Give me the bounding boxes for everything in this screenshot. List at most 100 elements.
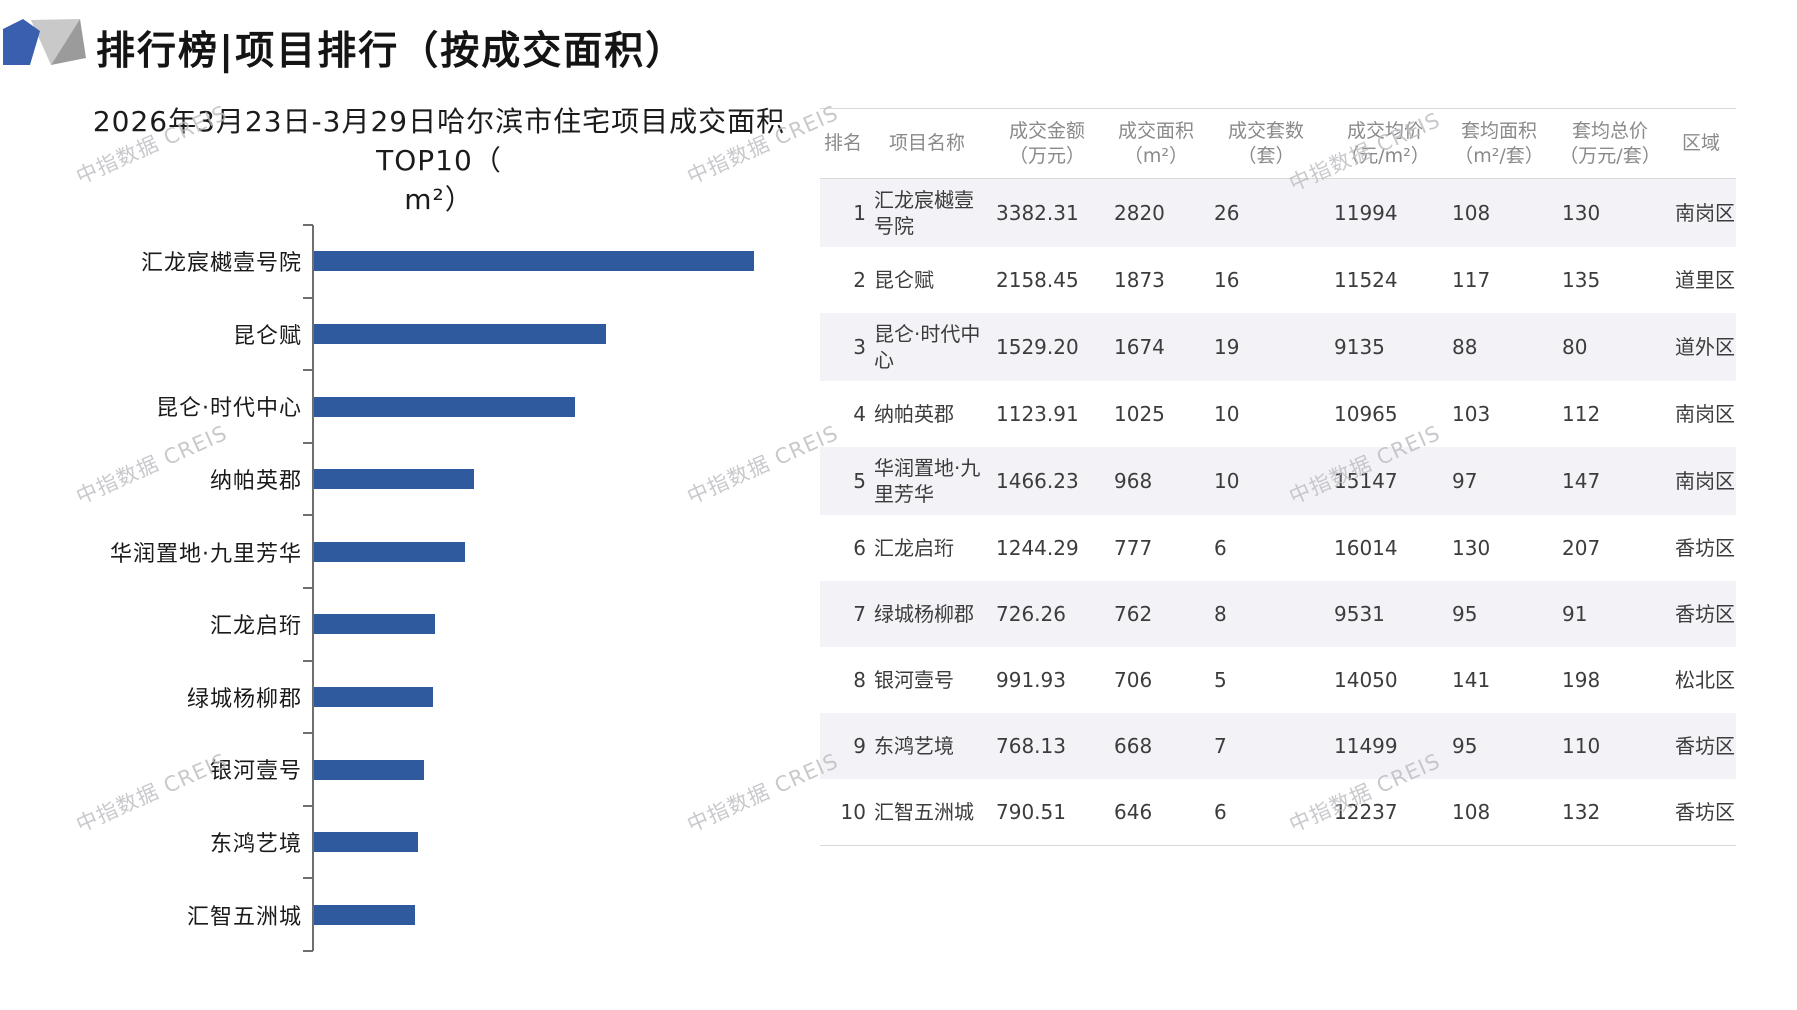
area-cell: 777 (1114, 536, 1153, 560)
avg-price-cell: 9531 (1334, 602, 1385, 626)
district-cell: 南岗区 (1675, 201, 1735, 225)
district-cell: 香坊区 (1675, 799, 1735, 824)
area-cell: 1873 (1114, 268, 1165, 292)
rank-cell: 5 (853, 469, 866, 493)
axis-tick (303, 732, 313, 735)
bar-category-label: 汇龙启珩 (209, 614, 302, 640)
area-cell: 668 (1114, 734, 1153, 758)
bar (314, 396, 575, 417)
avg-price-cell: 10965 (1334, 402, 1398, 426)
avg-total-cell: 147 (1562, 469, 1601, 493)
amount-cell: 3382.31 (996, 201, 1079, 225)
avg-total-cell: 135 (1562, 268, 1601, 292)
avg-price-cell: 11499 (1334, 734, 1398, 758)
ranking-table: 排名 项目名称 成交金额 （万元） 成交面积 （m²） 成交套数 （套） 成交均价 （元/m²） 套… (820, 108, 1736, 846)
bar-chart: 汇龙宸樾壹号院 昆仑赋 昆仑·时代中心 纳帕英郡 华润置地·九里芳华 汇龙启珩 绿城杨柳郡银… (0, 224, 830, 952)
units-cell: 6 (1214, 536, 1227, 560)
avg-total-cell: 130 (1562, 201, 1601, 225)
column-header: 成交均价 （元/m²） (1340, 119, 1430, 167)
axis-tick (303, 296, 313, 299)
rank-cell: 6 (853, 536, 866, 560)
district-cell: 道外区 (1675, 335, 1735, 359)
column-header: 成交金额 （万元） (1008, 119, 1085, 167)
axis-tick (303, 587, 313, 589)
avg-total-cell: 207 (1562, 536, 1601, 560)
amount-cell: 1466.23 (996, 469, 1079, 493)
rank-cell: 10 (840, 799, 866, 824)
bar-category-label: 银河壹号 (209, 759, 302, 785)
area-cell: 1674 (1114, 335, 1165, 359)
axis-tick (303, 877, 313, 880)
axis-tick (303, 369, 313, 372)
table-row: 5 华润置地·九里芳华 1466.23 968 10 15147 97 147 南岗区 (820, 447, 1736, 515)
page-title: 排行榜|项目排行（按成交面积） (96, 29, 687, 74)
axis-tick (303, 441, 313, 444)
bar-category-label: 昆仑·时代中心 (156, 396, 302, 422)
avg-area-cell: 108 (1452, 799, 1491, 824)
rank-cell: 3 (853, 335, 866, 359)
bar-category-label: 纳帕英郡 (209, 469, 302, 495)
avg-area-cell: 130 (1452, 536, 1491, 560)
avg-area-cell: 97 (1452, 469, 1478, 493)
avg-area-cell: 141 (1452, 668, 1491, 692)
area-cell: 762 (1114, 602, 1153, 626)
units-cell: 10 (1214, 402, 1240, 426)
units-cell: 16 (1214, 268, 1240, 292)
area-cell: 968 (1114, 469, 1153, 493)
table-row: 7 绿城杨柳郡 726.26 762 8 9531 95 91 香坊区 (820, 581, 1736, 647)
avg-area-cell: 103 (1452, 402, 1491, 426)
units-cell: 6 (1214, 799, 1227, 824)
bar (314, 323, 606, 344)
axis-tick (303, 514, 313, 517)
amount-cell: 768.13 (996, 734, 1066, 758)
avg-area-cell: 117 (1452, 268, 1491, 292)
area-cell: 2820 (1114, 201, 1165, 225)
category-axis-line (312, 225, 314, 951)
units-cell: 26 (1214, 201, 1240, 225)
avg-area-cell: 88 (1452, 335, 1478, 359)
table-row: 3 昆仑·时代中心 1529.20 1674 19 9135 88 80 道外区 (820, 313, 1736, 381)
bar (314, 686, 433, 707)
district-cell: 南岗区 (1675, 402, 1735, 426)
avg-total-cell: 110 (1562, 734, 1601, 758)
table-row: 6 汇龙启珩 1244.29 777 6 16014 130 207 香坊区 (820, 515, 1736, 581)
avg-total-cell: 112 (1562, 402, 1601, 426)
bar (314, 541, 465, 562)
units-cell: 19 (1214, 335, 1240, 359)
rank-cell: 4 (853, 402, 866, 426)
avg-area-cell: 95 (1452, 602, 1478, 626)
amount-cell: 1529.20 (996, 335, 1079, 359)
table-header-row: 排名 项目名称 成交金额 （万元） 成交面积 （m²） 成交套数 （套） 成交均价 （元/m²） 套… (820, 109, 1736, 179)
rank-cell: 2 (853, 268, 866, 292)
bar-category-label: 汇龙宸樾壹号院 (140, 251, 302, 277)
chart-title-line1: 2026年3月23日-3月29日哈尔滨市住宅项目成交面积TOP10（ (92, 105, 786, 177)
avg-price-cell: 16014 (1334, 536, 1398, 560)
axis-tick (303, 804, 313, 807)
column-header: 成交面积 （m²） (1117, 119, 1194, 167)
axis-tick (303, 659, 313, 662)
district-cell: 香坊区 (1675, 536, 1735, 560)
units-cell: 10 (1214, 469, 1240, 493)
amount-cell: 726.26 (996, 602, 1066, 626)
project-name-cell: 汇智五洲城 (874, 799, 974, 824)
bar-category-label: 东鸿艺境 (209, 832, 302, 858)
avg-price-cell: 15147 (1334, 469, 1398, 493)
units-cell: 7 (1214, 734, 1227, 758)
area-cell: 646 (1114, 799, 1153, 824)
amount-cell: 1244.29 (996, 536, 1079, 560)
project-name-cell: 华润置地·九里芳华 (874, 456, 981, 506)
avg-price-cell: 11524 (1334, 268, 1398, 292)
bar (314, 469, 474, 490)
rank-cell: 1 (853, 201, 866, 225)
column-header: 成交套数 （套） (1227, 119, 1304, 167)
area-cell: 706 (1114, 668, 1153, 692)
project-name-cell: 东鸿艺境 (874, 734, 954, 758)
amount-cell: 991.93 (996, 668, 1066, 692)
district-cell: 南岗区 (1675, 469, 1735, 493)
bar-category-label: 绿城杨柳郡 (186, 686, 302, 712)
rank-cell: 7 (853, 602, 866, 626)
project-name-cell: 汇龙宸樾壹号院 (874, 188, 974, 238)
column-header: 区域 (1681, 132, 1720, 154)
project-name-cell: 汇龙启珩 (874, 536, 954, 560)
project-name-cell: 昆仑·时代中心 (874, 322, 981, 372)
